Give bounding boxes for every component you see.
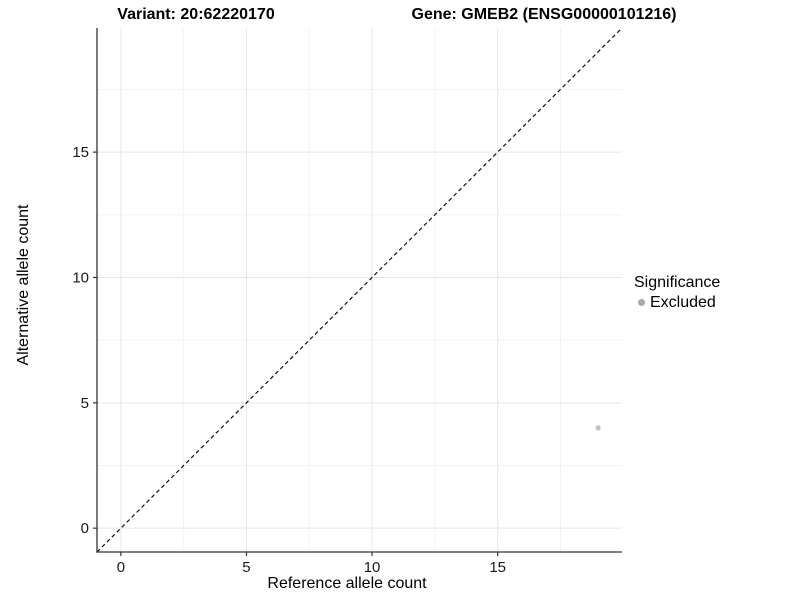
x-tick-label: 15 bbox=[489, 559, 506, 576]
data-point bbox=[595, 425, 601, 431]
gene-title: Gene: GMEB2 (ENSG00000101216) bbox=[411, 6, 677, 23]
y-axis-label: Alternative allele count bbox=[15, 204, 32, 366]
y-tick-label: 10 bbox=[72, 269, 89, 286]
legend-title: Significance bbox=[634, 274, 721, 291]
x-tick-label: 0 bbox=[117, 559, 125, 576]
identity-line bbox=[96, 27, 623, 553]
x-axis-label: Reference allele count bbox=[267, 575, 427, 592]
variant-title: Variant: 20:62220170 bbox=[117, 6, 275, 23]
x-tick-label: 5 bbox=[242, 559, 250, 576]
legend-key-dot-icon bbox=[638, 299, 645, 306]
legend-item-excluded: Excluded bbox=[634, 293, 720, 312]
legend-key bbox=[634, 295, 649, 310]
x-tick-label: 10 bbox=[364, 559, 381, 576]
legend-item-label: Excluded bbox=[650, 293, 716, 311]
y-tick-label: 0 bbox=[81, 520, 89, 537]
y-tick-label: 15 bbox=[72, 144, 89, 161]
y-tick-label: 5 bbox=[81, 395, 89, 412]
legend: Significance Excluded bbox=[634, 273, 720, 312]
